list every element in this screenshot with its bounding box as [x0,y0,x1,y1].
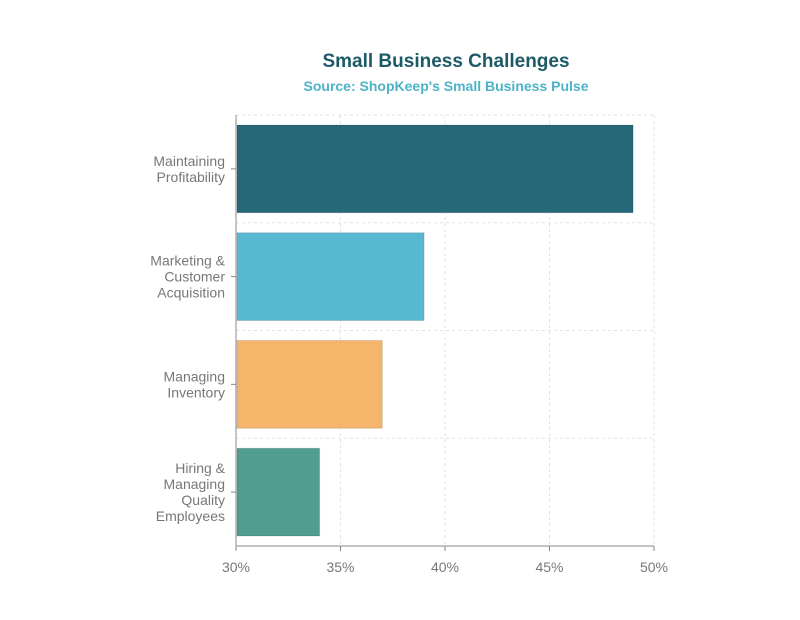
chart-subtitle: Source: ShopKeep's Small Business Pulse [304,78,589,94]
category-label-3-line-1: Managing [164,476,226,492]
y-axis-category-labels: Maintaining Profitability Marketing & Custo… [150,153,236,524]
category-label-3-line-0: Hiring & [175,460,225,476]
category-label-1-line-0: Marketing & [150,253,225,269]
category-label-1: Marketing & Customer Acquisition [150,253,225,301]
category-label-3: Hiring & Managing Quality Employees [156,460,226,524]
bar-2 [236,340,383,429]
category-label-2: Managing Inventory [164,368,226,400]
bar-1 [236,232,425,321]
bars [236,124,634,537]
x-tick-label-3: 45% [535,559,563,575]
category-label-2-line-0: Managing [164,368,226,384]
category-label-1-line-2: Acquisition [157,285,225,301]
category-label-2-line-1: Inventory [167,384,225,400]
x-tick-label-1: 35% [326,559,354,575]
category-label-0-line-0: Maintaining [153,153,225,169]
category-label-0-line-1: Profitability [157,169,225,185]
x-axis-ticks: 30% 35% 40% 45% 50% [222,546,668,575]
x-tick-label-4: 50% [640,559,668,575]
bar-0 [236,124,634,214]
bar-3 [236,447,321,537]
x-tick-label-0: 30% [222,559,250,575]
category-label-3-line-2: Quality [181,492,225,508]
category-label-3-line-3: Employees [156,508,225,524]
category-label-1-line-1: Customer [164,269,225,285]
category-label-0: Maintaining Profitability [153,153,225,185]
x-tick-label-2: 40% [431,559,459,575]
chart-title: Small Business Challenges [322,51,569,72]
